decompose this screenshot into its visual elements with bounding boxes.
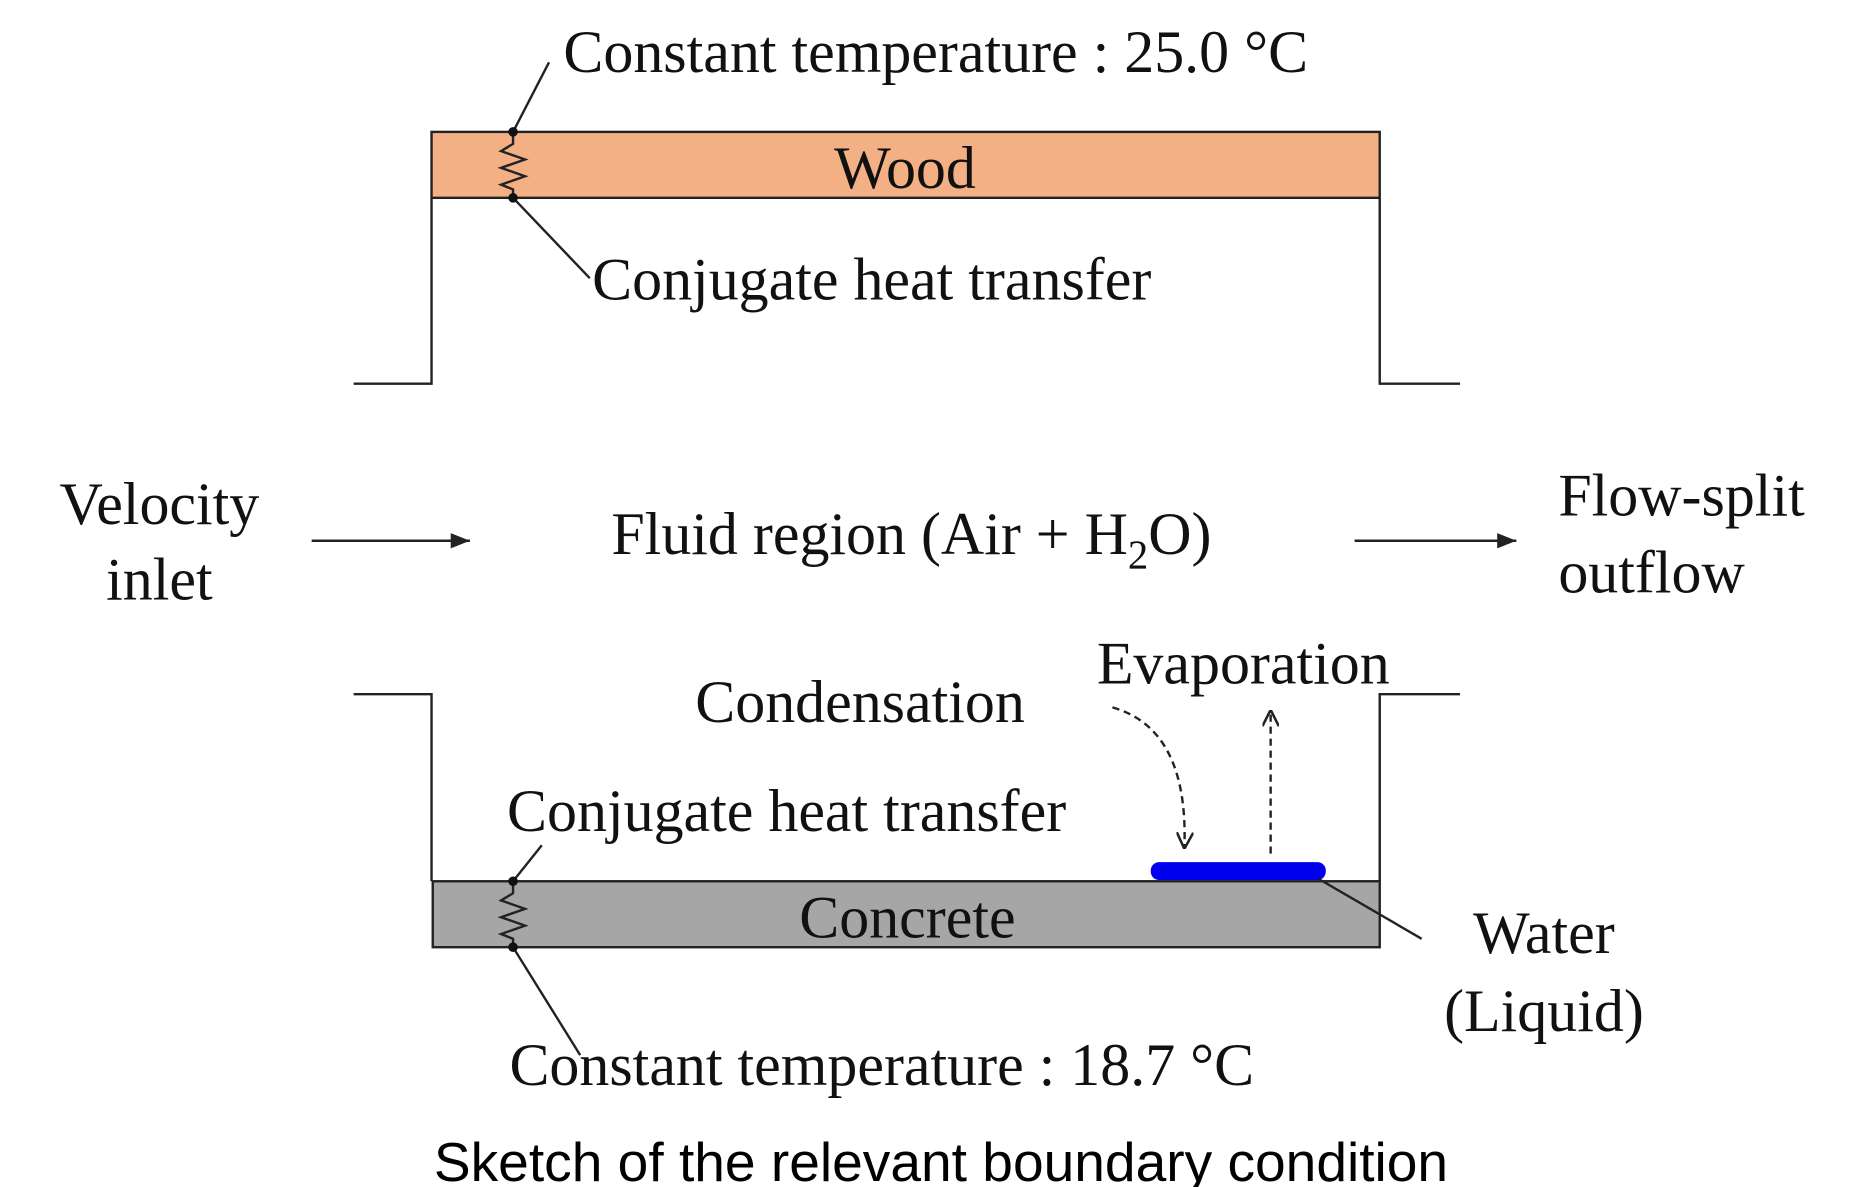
node (508, 127, 518, 137)
leader (511, 61, 591, 279)
resistor (497, 881, 529, 948)
wood-label: Wood (834, 135, 976, 201)
fluid-subscript: 2 (1128, 532, 1148, 577)
fluid-tail: O) (1148, 501, 1211, 567)
inlet-label: Velocity (60, 471, 260, 537)
leader (512, 844, 1423, 1056)
inlet-label: inlet (106, 546, 213, 612)
caption: Sketch of the relevant boundary conditio… (434, 1131, 1448, 1187)
concrete-layer (431, 880, 1381, 949)
bottom-interface: Conjugate heat transfer (507, 778, 1066, 844)
resistor (497, 131, 529, 198)
concrete-label: Concrete (799, 885, 1015, 951)
condensation-arrow (1112, 706, 1184, 848)
top-interface: Conjugate heat transfer (592, 247, 1151, 313)
bottom-wall (353, 693, 1461, 882)
wood-layer (430, 130, 1381, 200)
node (508, 942, 518, 952)
outlet-label: Flow-split (1558, 463, 1805, 529)
top-boundary: Constant temperature : 25.0 °C (563, 19, 1308, 85)
evaporation-label: Evaporation (1097, 630, 1390, 696)
outlet-label: outflow (1558, 539, 1745, 605)
node (508, 193, 518, 203)
node (508, 876, 518, 887)
fluid-text: Fluid region (Air + H (611, 501, 1128, 567)
water-film (1150, 862, 1326, 881)
condensation-label: Condensation (695, 669, 1025, 735)
bottom-boundary: Constant temperature : 18.7 °C (509, 1032, 1254, 1098)
water-label: (Liquid) (1444, 978, 1644, 1044)
fluid-label: Fluid region (Air + H2O) (611, 501, 1211, 577)
top-wall (353, 197, 1461, 385)
water-label: Water (1473, 900, 1615, 966)
